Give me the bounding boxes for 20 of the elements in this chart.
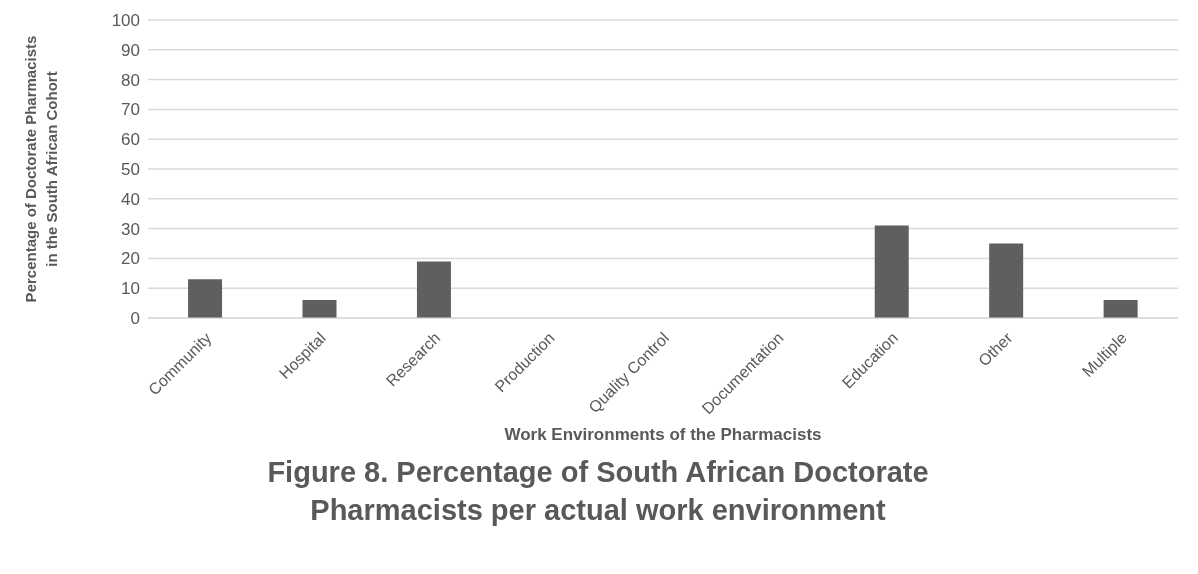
y-tick-label: 10 xyxy=(121,279,140,299)
y-tick-label: 100 xyxy=(111,11,140,31)
y-tick-label: 90 xyxy=(121,40,140,60)
y-tick-label: 30 xyxy=(121,219,140,239)
y-axis-title: Percentage of Doctorate Pharmacists in the South African Cohort xyxy=(22,35,60,303)
y-tick-label: 40 xyxy=(121,189,140,209)
bar xyxy=(188,279,223,318)
bar xyxy=(302,300,337,318)
text: Figure 8. Percentage of South African Doctorate Pharmacists per actual work environment xyxy=(266,455,930,528)
y-tick-label: 50 xyxy=(121,160,140,180)
bar xyxy=(989,243,1024,318)
y-tick-label: 60 xyxy=(121,130,140,150)
bar xyxy=(874,225,909,318)
bar xyxy=(416,261,451,318)
bar xyxy=(1103,300,1138,318)
x-axis-title: Work Environments of the Pharmacists xyxy=(504,425,822,444)
y-tick-label: 70 xyxy=(121,100,140,120)
y-tick-label: 20 xyxy=(121,249,140,269)
y-tick-label: 80 xyxy=(121,70,140,90)
y-tick-label: 0 xyxy=(130,309,140,329)
